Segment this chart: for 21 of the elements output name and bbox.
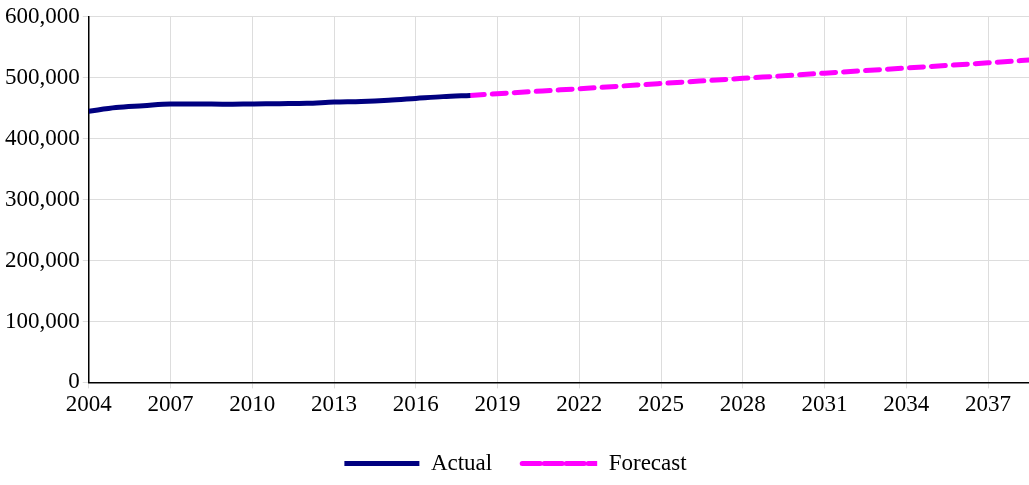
legend-label: Actual [430,449,493,475]
y-tick-label: 600,000 [5,2,80,28]
y-tick-label: 300,000 [5,185,80,211]
x-tick-label: 2004 [65,391,113,417]
x-tick-label: 2037 [965,391,1012,417]
y-tick-label: 0 [68,368,80,394]
x-tick-label: 2010 [229,391,276,417]
x-tick-label: 2013 [311,391,358,417]
x-tick-label: 2016 [392,391,439,417]
legend-label: Forecast [608,449,688,475]
x-tick-label: 2019 [474,391,521,417]
x-tick-label: 2025 [638,391,685,417]
y-tick-label: 500,000 [5,63,80,89]
y-tick-label: 400,000 [5,124,80,150]
x-tick-label: 2022 [556,391,603,417]
y-tick-label: 200,000 [5,246,80,272]
x-tick-label: 2028 [719,391,766,417]
x-tick-label: 2031 [801,391,848,417]
y-tick-label: 100,000 [5,307,80,333]
x-tick-label: 2034 [883,391,930,417]
x-tick-label: 2007 [147,391,194,417]
